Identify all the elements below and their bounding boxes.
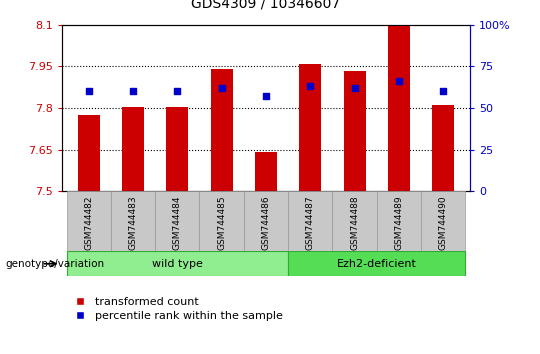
Text: GSM744483: GSM744483 xyxy=(129,195,138,250)
Bar xyxy=(155,191,199,251)
Text: GSM744482: GSM744482 xyxy=(84,195,93,250)
Text: GSM744490: GSM744490 xyxy=(438,195,448,250)
Bar xyxy=(421,191,465,251)
Text: GSM744484: GSM744484 xyxy=(173,195,182,250)
Point xyxy=(129,88,137,94)
Point xyxy=(262,93,271,99)
Bar xyxy=(432,105,454,191)
Bar xyxy=(211,69,233,191)
Bar xyxy=(288,251,465,276)
Text: genotype/variation: genotype/variation xyxy=(5,259,105,269)
Bar xyxy=(111,191,155,251)
Bar xyxy=(288,191,333,251)
Legend: transformed count, percentile rank within the sample: transformed count, percentile rank withi… xyxy=(68,296,285,322)
Bar xyxy=(66,191,111,251)
Bar xyxy=(199,191,244,251)
Text: GSM744485: GSM744485 xyxy=(217,195,226,250)
Bar xyxy=(66,251,288,276)
Bar xyxy=(377,191,421,251)
Text: GSM744486: GSM744486 xyxy=(261,195,271,250)
Bar xyxy=(343,70,366,191)
Text: GSM744488: GSM744488 xyxy=(350,195,359,250)
Bar xyxy=(122,107,144,191)
Bar xyxy=(78,115,100,191)
Bar xyxy=(388,25,410,191)
Point xyxy=(306,84,315,89)
Point xyxy=(173,88,181,94)
Text: Ezh2-deficient: Ezh2-deficient xyxy=(337,259,417,269)
Text: GSM744489: GSM744489 xyxy=(394,195,403,250)
Point xyxy=(84,88,93,94)
Point xyxy=(439,88,448,94)
Text: GSM744487: GSM744487 xyxy=(306,195,315,250)
Point xyxy=(350,85,359,91)
Point xyxy=(217,85,226,91)
Point xyxy=(395,79,403,84)
Text: wild type: wild type xyxy=(152,259,202,269)
Bar xyxy=(333,191,377,251)
Text: GDS4309 / 10346607: GDS4309 / 10346607 xyxy=(191,0,341,11)
Bar xyxy=(255,152,277,191)
Bar xyxy=(166,107,188,191)
Bar xyxy=(299,64,321,191)
Bar xyxy=(244,191,288,251)
